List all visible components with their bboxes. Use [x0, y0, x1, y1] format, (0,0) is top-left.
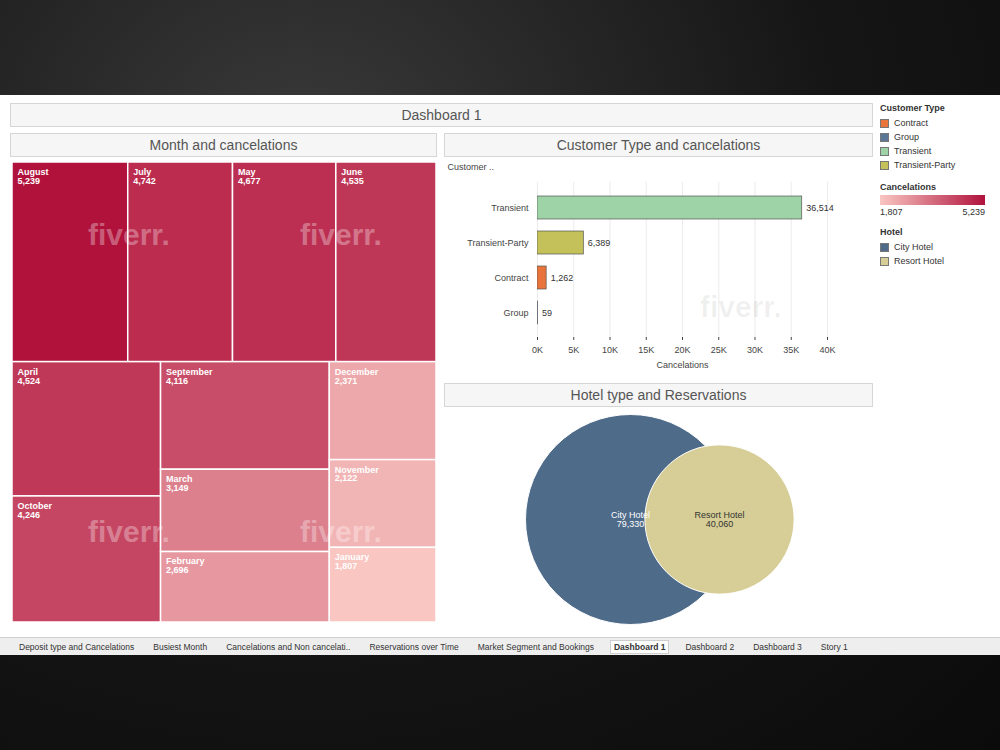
- html-text:Month and cancelations: Month and cancelations: [149, 137, 298, 153]
- svg-text:December2,371: December2,371: [335, 367, 379, 386]
- html-text:Transient: Transient: [894, 146, 932, 156]
- html-text:Resort Hotel: Resort Hotel: [894, 256, 944, 266]
- html-text:Customer Type and cancelations: Customer Type and cancelations: [556, 137, 761, 153]
- html-text:Hotel: Hotel: [880, 227, 903, 237]
- html-text:fiverr.: fiverr.: [300, 515, 382, 548]
- html-text:City Hotel: City Hotel: [894, 242, 933, 252]
- html-text:Group: Group: [894, 132, 919, 142]
- html-text:Transient-Party: Transient-Party: [894, 160, 956, 170]
- svg-text:July4,742: July4,742: [133, 167, 156, 186]
- html-text:Customer Type: Customer Type: [880, 103, 945, 113]
- svg-text:January1,807: January1,807: [335, 552, 370, 571]
- svg-text:November2,122: November2,122: [335, 465, 380, 484]
- svg-text:35K: 35K: [783, 345, 799, 355]
- svg-text:20K: 20K: [674, 345, 690, 355]
- svg-text:Resort Hotel40,060: Resort Hotel40,060: [694, 510, 744, 529]
- html-text:Cancelations and Non cancelati: Cancelations and Non cancelati..: [226, 641, 351, 652]
- html-text:fiverr.: fiverr.: [88, 515, 170, 548]
- svg-text:59: 59: [542, 308, 552, 318]
- svg-text:June4,535: June4,535: [341, 167, 364, 186]
- svg-text:6,389: 6,389: [588, 238, 611, 248]
- html-text:fiverr.: fiverr.: [300, 218, 382, 251]
- svg-text:10K: 10K: [602, 345, 618, 355]
- html-text:Dashboard 1: Dashboard 1: [614, 641, 666, 652]
- html-text:Contract: Contract: [894, 118, 928, 128]
- svg-text:0K: 0K: [532, 345, 543, 355]
- html-text:Hotel type and Reservations: Hotel type and Reservations: [570, 387, 747, 403]
- html-text:Busiest Month: Busiest Month: [153, 641, 208, 652]
- html-text:Market Segment and Bookings: Market Segment and Bookings: [477, 641, 594, 652]
- html-text:1,807: 1,807: [880, 207, 903, 217]
- svg-text:City Hotel79,330: City Hotel79,330: [611, 510, 650, 529]
- html-text:Story 1: Story 1: [820, 641, 848, 652]
- svg-text:40K: 40K: [819, 345, 835, 355]
- svg-text:Group: Group: [503, 308, 528, 318]
- svg-text:August5,239: August5,239: [18, 167, 49, 186]
- svg-text:Transient-Party: Transient-Party: [467, 238, 529, 248]
- html-text:Reservations over Time: Reservations over Time: [369, 641, 459, 652]
- svg-text:5K: 5K: [568, 345, 579, 355]
- svg-text:30K: 30K: [747, 345, 763, 355]
- svg-text:1,262: 1,262: [551, 273, 574, 283]
- svg-text:15K: 15K: [638, 345, 654, 355]
- html-text:Cancelations: Cancelations: [880, 182, 936, 192]
- html-text:fiverr.: fiverr.: [88, 218, 170, 251]
- html-text:fiverr.: fiverr.: [700, 290, 782, 323]
- svg-text:Cancelations: Cancelations: [656, 360, 709, 370]
- html-text:Dashboard 1: Dashboard 1: [401, 107, 482, 123]
- svg-text:February2,696: February2,696: [166, 556, 205, 575]
- html-text:5,239: 5,239: [962, 207, 985, 217]
- svg-text:April4,524: April4,524: [18, 367, 41, 386]
- html-text:Deposit type and Cancelations: Deposit type and Cancelations: [19, 641, 135, 652]
- svg-text:Contract: Contract: [494, 273, 529, 283]
- svg-text:Transient: Transient: [491, 203, 529, 213]
- svg-text:March3,149: March3,149: [166, 474, 193, 493]
- svg-text:36,514: 36,514: [806, 203, 834, 213]
- svg-text:25K: 25K: [711, 345, 727, 355]
- svg-text:September4,116: September4,116: [166, 367, 213, 386]
- svg-text:May4,677: May4,677: [238, 167, 261, 186]
- html-text:Dashboard 2: Dashboard 2: [685, 641, 735, 652]
- html-text:Dashboard 3: Dashboard 3: [753, 641, 802, 652]
- svg-text:Customer ..: Customer ..: [448, 162, 495, 172]
- svg-text:October4,246: October4,246: [18, 501, 53, 520]
